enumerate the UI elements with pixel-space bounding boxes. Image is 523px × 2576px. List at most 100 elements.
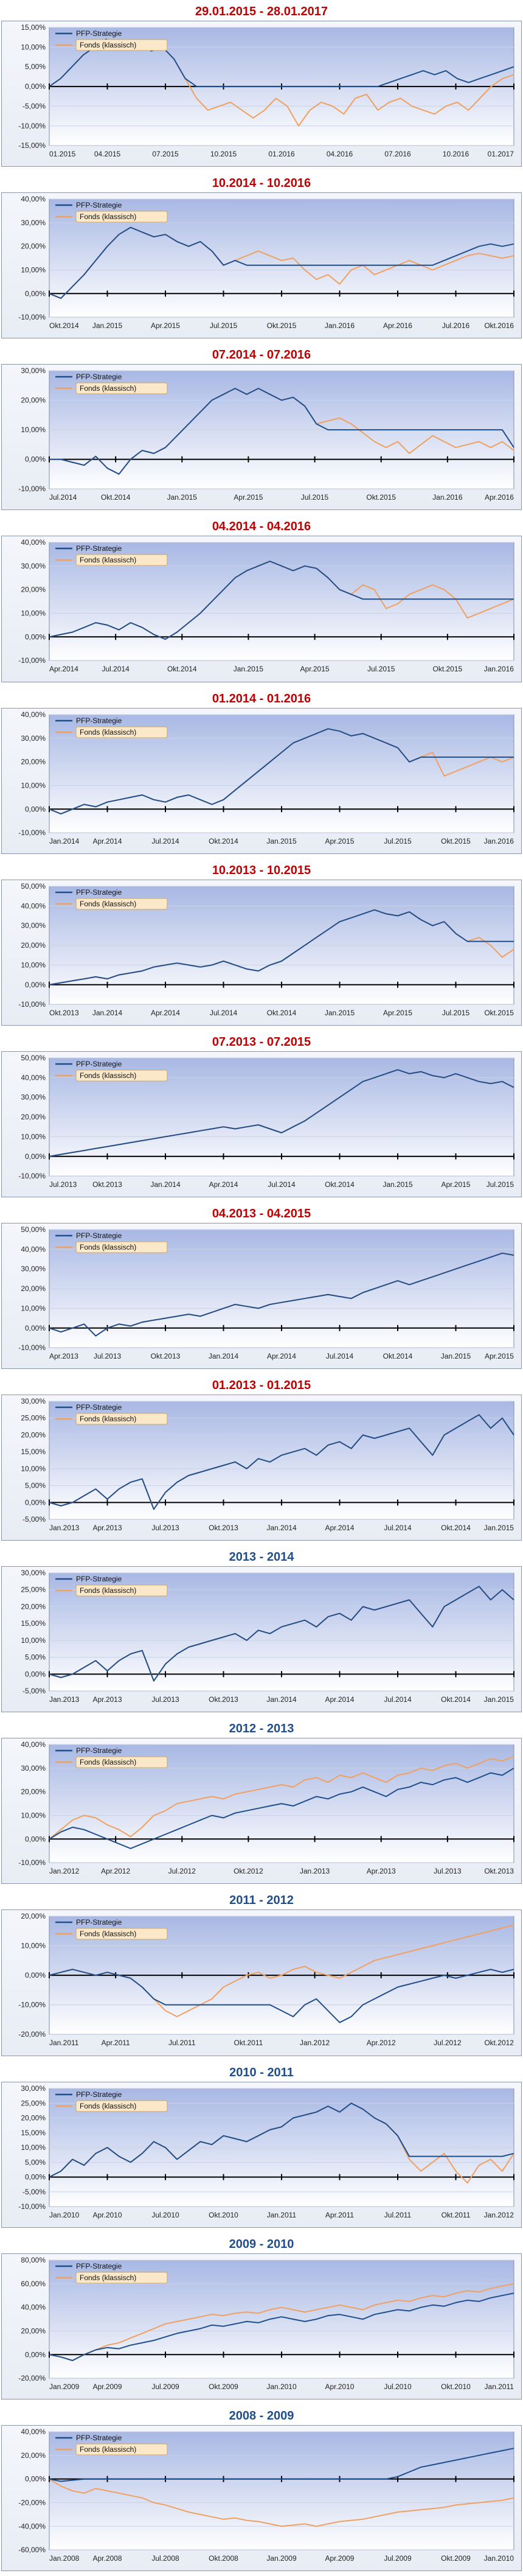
y-tick-label: 10,00% — [21, 43, 46, 51]
legend: PFP-Strategie Fonds (klassisch) — [55, 1746, 168, 1768]
x-tick-label: Okt.2014 — [441, 1695, 471, 1704]
x-tick-label: Jul.2010 — [151, 2211, 179, 2219]
legend-highlight — [75, 211, 168, 223]
x-tick-label: Jan.2014 — [92, 1009, 123, 1017]
chart-title: 2013 - 2014 — [229, 1550, 294, 1564]
legend-label-pfp: PFP-Strategie — [76, 1918, 122, 1927]
y-tick-label: 30,00% — [21, 733, 46, 742]
y-tick-label: 10,00% — [21, 1304, 46, 1312]
x-tick-label: Jan.2010 — [484, 2554, 514, 2563]
legend-label-pfp: PFP-Strategie — [76, 716, 122, 725]
chart-frame: -20,00% -10,00% 0,00% 10,00% 20,00% Jan.2011 A… — [1, 1909, 522, 2056]
y-tick-label: 0,00% — [25, 1972, 46, 1980]
y-tick-label: 40,00% — [21, 2427, 46, 2436]
legend: PFP-Strategie Fonds (klassisch) — [55, 2090, 168, 2112]
y-tick-label: 10,00% — [21, 425, 46, 434]
x-tick-label: Apr.2015 — [234, 493, 263, 502]
y-tick-label: 0,00% — [25, 2350, 46, 2359]
x-tick-label: Jan.2011 — [485, 2382, 514, 2391]
x-tick-label: Jan.2014 — [266, 1524, 297, 1532]
y-tick-label: 0,00% — [25, 1835, 46, 1844]
y-tick-label: 5,00% — [25, 63, 46, 71]
legend: PFP-Strategie Fonds (klassisch) — [55, 373, 168, 394]
chart-title: 29.01.2015 - 28.01.2017 — [195, 5, 328, 18]
chart-panel: 2008 - 2009 -60,00% -40,00% -20,00% 0,00% 20,… — [0, 2404, 523, 2576]
x-tick-label: Jul.2014 — [151, 837, 179, 845]
chart-frame: -10,00% -5,00% 0,00% 5,00% 10,00% 15,00% 20,00… — [1, 2081, 522, 2228]
chart-panel: 2012 - 2013 -10,00% 0,00% 10,00% 20,00% 30,00… — [0, 1717, 523, 1889]
y-tick-label: 20,00% — [21, 1284, 46, 1293]
x-tick-label: Apr.2016 — [485, 493, 514, 502]
x-tick-label: Okt.2014 — [441, 1524, 471, 1532]
x-tick-label: Jul.2015 — [367, 665, 395, 674]
series-line-pfp — [49, 1414, 514, 1510]
series-line-pfp — [49, 226, 514, 299]
chart-panel: 04.2013 - 04.2015 -10,00% 0,00% 10,00% 20,00… — [0, 1202, 523, 1374]
x-tick-label: Jan.2013 — [49, 1695, 80, 1704]
x-tick-label: Jan.2015 — [234, 665, 264, 674]
x-tick-label: Apr.2014 — [267, 1352, 296, 1360]
chart-title: 10.2014 - 10.2016 — [212, 177, 311, 191]
legend-highlight — [75, 1584, 168, 1597]
y-tick-label: 0,00% — [25, 82, 46, 91]
x-tick-label: Jan.2016 — [484, 665, 514, 674]
chart-title: 10.2013 - 10.2015 — [212, 863, 311, 877]
x-tick-label: Jan.2012 — [484, 2211, 514, 2219]
x-tick-label: Apr.2009 — [325, 2554, 355, 2563]
y-tick-label: 0,00% — [25, 2172, 46, 2181]
x-tick-label: Okt.2015 — [366, 493, 396, 502]
series-line-fonds — [49, 1755, 514, 1840]
chart-panel: 04.2014 - 04.2016 -10,00% 0,00% 10,00% 20,00… — [0, 515, 523, 687]
series-line-pfp — [49, 2102, 514, 2178]
x-tick-label: Jan.2014 — [266, 1695, 297, 1704]
chart-title: 2010 - 2011 — [229, 2065, 294, 2079]
legend: PFP-Strategie Fonds (klassisch) — [55, 201, 168, 223]
x-tick-label: Apr.2016 — [383, 321, 412, 330]
chart-title: 2009 - 2010 — [229, 2237, 294, 2251]
legend-label-fonds: Fonds (klassisch) — [80, 1243, 136, 1251]
y-tick-label: 40,00% — [21, 1245, 46, 1253]
x-tick-label: Apr.2009 — [93, 2382, 122, 2391]
y-tick-label: 80,00% — [21, 2256, 46, 2264]
x-tick-label: Jul.2014 — [384, 1524, 412, 1532]
x-tick-label: Apr.2015 — [151, 321, 180, 330]
y-tick-label: 20,00% — [21, 2113, 46, 2122]
x-tick-label: Okt.2014 — [101, 493, 131, 502]
x-tick-label: Jul.2009 — [151, 2382, 179, 2391]
legend-highlight — [75, 1241, 168, 1253]
y-tick-label: -10,00% — [18, 122, 46, 130]
chart-title: 01.2014 - 01.2016 — [212, 691, 311, 705]
legend-label-pfp: PFP-Strategie — [76, 2090, 122, 2099]
y-tick-label: 50,00% — [21, 882, 46, 891]
chart-frame: -20,00% 0,00% 20,00% 40,00% 60,00% 80,00% Jan.… — [1, 2253, 522, 2399]
x-tick-label: Jan.2014 — [49, 837, 80, 845]
x-tick-label: Apr.2014 — [49, 665, 78, 674]
x-tick-label: Jan.2011 — [49, 2039, 79, 2048]
chart-frame: -10,00% 0,00% 10,00% 20,00% 30,00% 40,00% Okt.… — [1, 192, 522, 339]
chart-frame: -10,00% 0,00% 10,00% 20,00% 30,00% 40,00% Jan.… — [1, 1738, 522, 1885]
x-tick-label: Jul.2013 — [151, 1524, 179, 1532]
legend: PFP-Strategie Fonds (klassisch) — [55, 29, 168, 51]
x-tick-label: Apr.2014 — [209, 1180, 238, 1189]
series-line-pfp — [49, 727, 514, 814]
y-tick-label: 20,00% — [21, 2326, 46, 2335]
x-tick-label: Okt.2012 — [234, 1867, 263, 1875]
x-tick-label: Okt.2015 — [267, 321, 297, 330]
y-tick-label: -10,00% — [18, 1343, 46, 1352]
chart-frame: -10,00% 0,00% 10,00% 20,00% 30,00% 40,00% 50,0… — [1, 1222, 522, 1370]
x-tick-label: Jul.2015 — [487, 1180, 514, 1189]
y-tick-label: 0,00% — [25, 455, 46, 464]
y-tick-label: 15,00% — [21, 23, 46, 32]
x-tick-label: Jan.2016 — [432, 493, 463, 502]
chart-title: 01.2013 - 01.2015 — [212, 1379, 311, 1393]
y-tick-label: 20,00% — [21, 396, 46, 405]
x-tick-label: Jul.2013 — [151, 1695, 179, 1704]
legend-label-pfp: PFP-Strategie — [76, 2434, 122, 2442]
x-tick-label: Jan.2016 — [325, 321, 355, 330]
series-line-pfp — [49, 388, 514, 475]
series-line-pfp — [49, 561, 514, 640]
legend-highlight — [75, 1928, 168, 1940]
y-tick-label: 15,00% — [21, 2128, 46, 2137]
x-tick-label: Apr.2014 — [325, 1524, 355, 1532]
chart-title: 07.2014 - 07.2016 — [212, 348, 311, 362]
